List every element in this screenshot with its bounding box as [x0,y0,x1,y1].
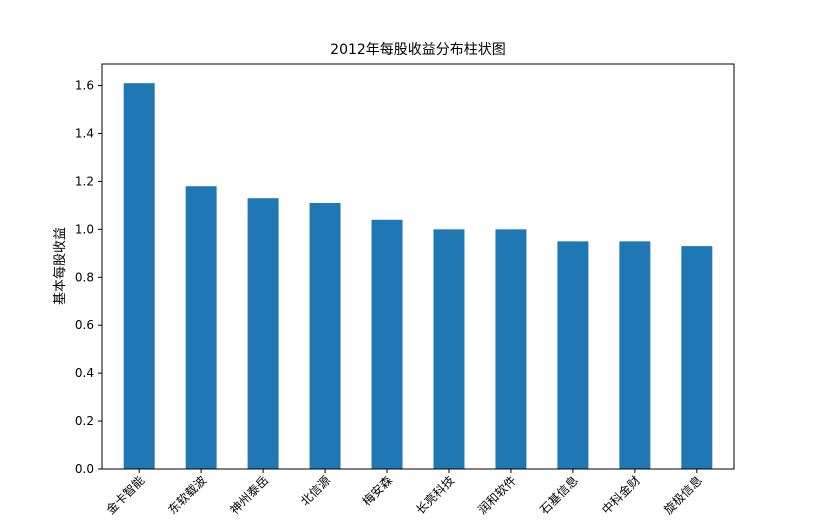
y-tick-label-3: 0.6 [75,318,94,332]
y-tick-label-0: 0.0 [75,462,94,476]
y-axis: 0.0 0.2 0.4 0.6 0.8 1.0 1.2 1.4 1.6 [75,79,102,476]
y-tick-label-6: 1.2 [75,174,94,188]
x-tick-label-0: 金卡智能 [103,473,148,518]
x-tick-label-4: 梅安森 [359,473,395,509]
bar-8 [619,241,651,469]
bar-4 [371,219,403,469]
bar-1 [185,186,217,469]
y-tick-label-1: 0.2 [75,414,94,428]
y-tick-label-4: 0.8 [75,270,94,284]
bar-7 [557,241,589,469]
x-tick-label-3: 北信源 [298,473,333,508]
x-tick-label-8: 中科金财 [598,473,643,518]
x-tick-label-9: 旋极信息 [660,473,705,518]
bar-2 [247,198,279,470]
bar-5 [433,229,465,469]
y-tick-label-8: 1.6 [75,79,94,93]
y-tick-label-7: 1.4 [75,126,94,140]
x-tick-label-2: 神州泰岳 [227,473,271,517]
bar-3 [309,202,341,469]
x-tick-label-7: 石基信息 [536,473,581,518]
bar-0 [123,83,155,469]
y-tick-label-2: 0.4 [75,366,94,380]
x-tick-label-5: 长亮科技 [413,473,458,518]
bar-9 [681,246,713,469]
x-axis: 金卡智能 东软载波 神州泰岳 北信源 梅安森 长亮科技 润和软件 石基信息 中科金财 旋极信息 [103,469,705,517]
x-tick-label-6: 润和软件 [475,473,519,517]
chart-title: 2012年每股收益分布柱状图 [330,42,506,58]
plot-frame [101,63,735,470]
y-tick-label-5: 1.0 [75,222,94,236]
y-axis-label: 基本每股收益 [52,227,68,305]
x-tick-label-1: 东软载波 [165,473,209,517]
bars-group [123,83,713,470]
bar-6 [495,229,527,469]
